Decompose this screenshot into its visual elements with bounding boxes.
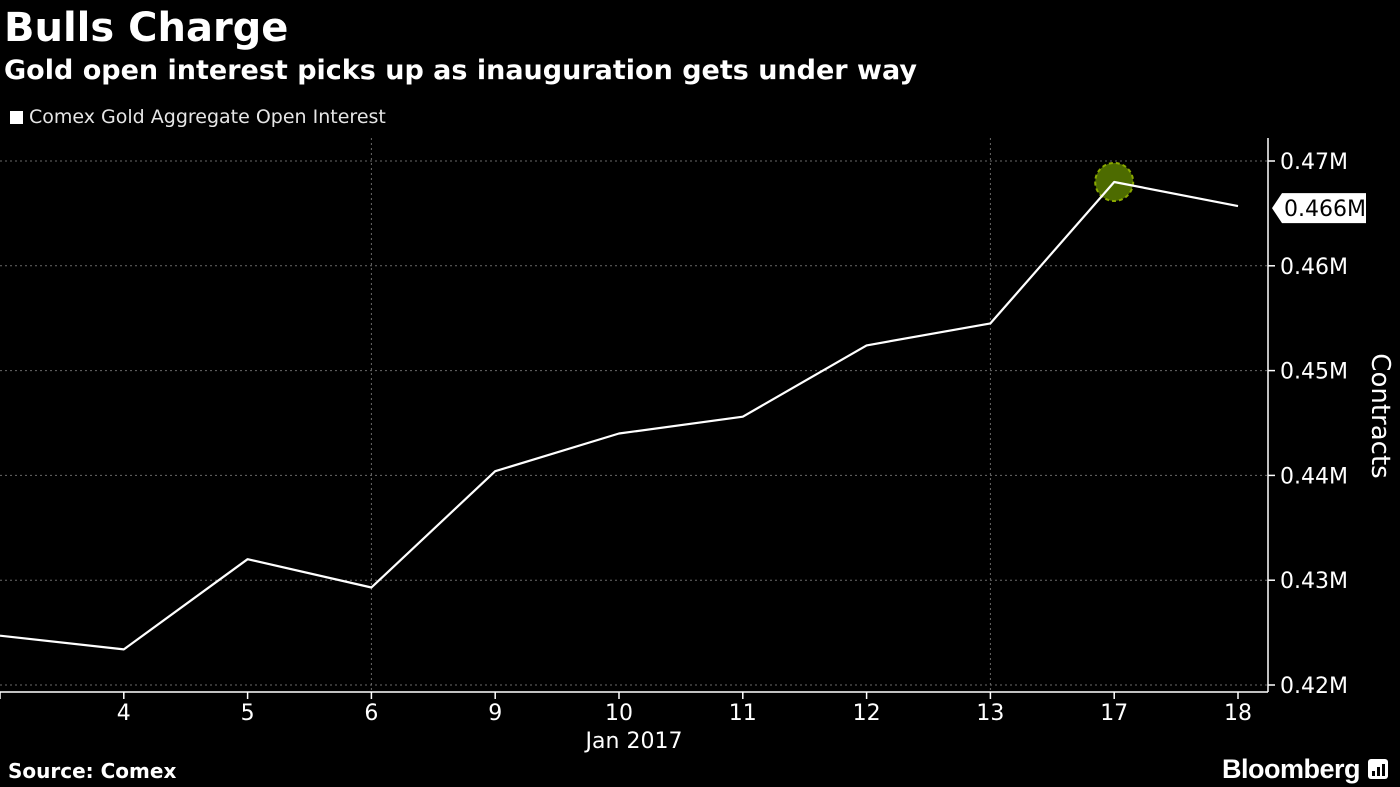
y-tick-label: 0.46M — [1280, 255, 1348, 280]
x-tick-label: 10 — [605, 701, 633, 726]
y-tick-label: 0.44M — [1280, 464, 1348, 489]
last-value-callout: 0.466M — [1272, 193, 1366, 224]
x-tick-label: 12 — [853, 701, 881, 726]
series-layer — [0, 180, 1239, 651]
x-tick-label: 4 — [117, 701, 131, 726]
y-axis-ticks: 0.42M 0.43M 0.44M 0.45M 0.46M 0.47M — [1268, 150, 1348, 699]
callout-box — [1272, 193, 1366, 224]
source-note: Source: Comex — [8, 759, 177, 783]
legend: Comex Gold Aggregate Open Interest — [10, 104, 386, 130]
y-tick-label: 0.43M — [1280, 569, 1348, 594]
x-tick-label: 11 — [729, 701, 757, 726]
bar-chart-icon — [1368, 759, 1389, 779]
legend-swatch — [10, 110, 23, 124]
x-tick-label: 17 — [1100, 701, 1128, 726]
x-axis-ticks: 4 5 6 9 10 11 12 13 17 18 — [0, 692, 1252, 726]
y-tick-label: 0.42M — [1280, 674, 1348, 699]
axes — [0, 138, 1269, 693]
x-tick-label: 13 — [976, 701, 1004, 726]
vertical-gridlines — [370, 138, 991, 692]
legend-label: Comex Gold Aggregate Open Interest — [29, 106, 386, 128]
x-tick-label: 9 — [488, 701, 502, 726]
y-axis-label: Contracts — [1365, 353, 1395, 478]
x-axis-label: Jan 2017 — [584, 729, 683, 754]
x-tick-label: 5 — [241, 701, 255, 726]
y-tick-label: 0.47M — [1280, 150, 1348, 175]
brand-logo: Bloomberg — [1222, 752, 1389, 786]
horizontal-gridlines — [0, 160, 1268, 686]
last-value-label: 0.466M — [1284, 197, 1366, 222]
y-tick-label: 0.45M — [1280, 360, 1348, 385]
x-tick-label: 6 — [364, 701, 378, 726]
chart-subtitle: Gold open interest picks up as inaugurat… — [4, 55, 917, 86]
chart-title: Bulls Charge — [4, 5, 289, 51]
brand-name: Bloomberg — [1222, 753, 1361, 784]
series-line — [0, 180, 1239, 651]
x-tick-label: 18 — [1224, 701, 1252, 726]
